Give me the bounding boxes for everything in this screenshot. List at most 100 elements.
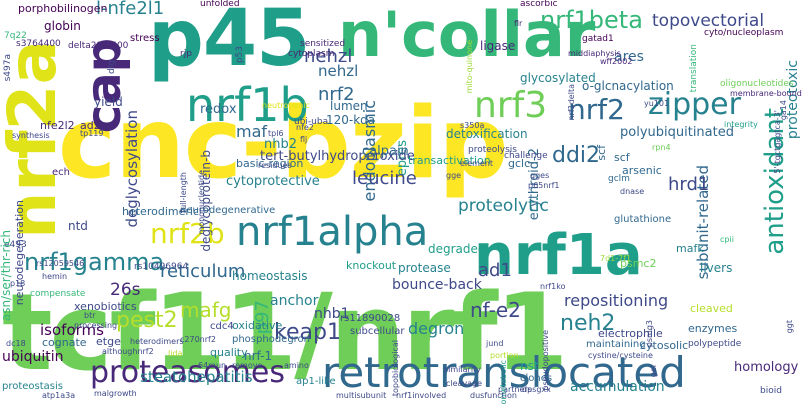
word-polyubiquitinated: polyubiquitinated <box>620 126 734 139</box>
word-flj: flj <box>300 136 307 144</box>
word-bioid: bioid <box>760 387 782 396</box>
word-etge: etge <box>96 336 121 347</box>
word-nrf1alpha: nrf1alpha <box>236 212 428 252</box>
word-neurodegeneration: neurodegeneration <box>14 200 25 305</box>
word-dlg: dlg <box>108 60 117 74</box>
word-neurodegenerative: neurodegenerative <box>180 206 275 216</box>
word-p45: p45 <box>148 0 309 78</box>
word-cyto-nucleoplasm: cyto/nucleoplasm <box>704 29 783 38</box>
word-o-glcnacylation: o-glcnacylation <box>582 80 674 92</box>
word-enzymes: enzymes <box>688 323 737 334</box>
word-rs10496964: rs10496964 <box>134 263 188 272</box>
word-p65nrf1: p65nrf1 <box>528 182 560 190</box>
word-nfe2l2: nfe2l2 <box>40 120 75 131</box>
word-cytoplasm: cytoplasm <box>288 50 335 59</box>
word-homeostasis: homeostasis <box>232 270 308 282</box>
word-yield: yield <box>94 96 123 108</box>
word-subcellular: subcellular <box>350 327 404 337</box>
word-tpl6: tpl6 <box>268 130 284 138</box>
word-nrf1involved: nrf1involved <box>396 392 446 400</box>
word-p18: p18 <box>10 280 25 288</box>
word-globin: globin <box>44 20 81 32</box>
word-degron: degron <box>408 321 464 337</box>
word-cleavage: cleavage <box>446 380 482 388</box>
word-polypeptide: polypeptide <box>688 340 741 349</box>
word-cdc4: cdc4 <box>210 322 234 332</box>
word-maf: maf <box>236 124 267 140</box>
word-althoughnrf2: althoughnrf2 <box>102 348 154 356</box>
word-dc18: dc18 <box>6 340 26 348</box>
word-translation: translation <box>690 44 699 92</box>
word-leucine: leucine <box>352 170 417 188</box>
word-arsenic: arsenic <box>622 165 662 176</box>
word-nrf1beta: nrf1beta <box>540 8 643 32</box>
word-unfolded: unfolded <box>200 0 240 9</box>
word-cpii: cpii <box>720 236 734 244</box>
word-proteolytic: proteolytic <box>458 198 549 215</box>
word-phosphodegron: phosphodegron <box>232 335 310 345</box>
word-calpain: calpain <box>362 145 409 158</box>
word-dpsgxx: dpsgxx <box>522 386 551 394</box>
word-s3764400: s3764400 <box>16 40 61 49</box>
word-wff2002: wff2002 <box>600 58 632 66</box>
word-element: element <box>460 160 493 168</box>
word-ggt: ggt <box>786 320 794 333</box>
word-similarity: similarity <box>444 366 481 374</box>
word-knockout: knockout <box>346 260 396 271</box>
word-scf: scf <box>614 152 630 163</box>
word-homology: homology <box>734 361 798 374</box>
word-7d1-7f1: 7d1-7f1 <box>600 255 631 263</box>
word-nrf2: nrf2 <box>568 96 625 124</box>
word-maintaining: maintaining <box>586 340 646 350</box>
word-gge: gge <box>446 172 461 180</box>
word-c270nrf2: c270nrf2 <box>180 336 216 344</box>
word-sensitized: sensitized <box>300 40 345 49</box>
word-nrf1ko: nrf1ko <box>540 283 566 291</box>
word-steatohepatitis: steatohepatitis <box>140 370 253 385</box>
word-mito-quinone: mito-quinone <box>466 40 474 93</box>
word-pseudopositive: pseudopositive <box>542 330 550 391</box>
word-remove: remove <box>232 362 262 370</box>
word-cognate: cognate <box>42 337 87 348</box>
word-hemin: hemin <box>42 273 67 281</box>
word-gel: gel <box>650 365 658 377</box>
word-yu101: yu101 <box>644 100 669 108</box>
word-ligase: ligase <box>480 40 515 52</box>
word-flr: flr <box>514 20 522 28</box>
word-cleaved: cleaved <box>690 303 733 314</box>
word-neutropenic: neutropenic <box>262 102 310 110</box>
word-dusfunction: dusfunction <box>470 392 517 400</box>
word-lida: lida <box>168 350 182 358</box>
word-quality: quality <box>210 347 248 358</box>
word-rs12059546: rs12059546 <box>36 260 84 268</box>
word-psmg3: psmg3 <box>646 320 654 347</box>
word-mononucleotide: mononucleotide <box>198 170 206 235</box>
word-portion: portion <box>490 352 519 360</box>
word-hrd1: hrd1 <box>668 176 709 194</box>
word-synthesis: synthesis <box>12 132 50 140</box>
word-mafk: mafk <box>676 243 704 254</box>
word-ascorbic: ascorbic <box>520 0 558 9</box>
word-detoxification: detoxification <box>446 128 528 140</box>
word-ech: ech <box>52 168 70 178</box>
word-bounce-back: bounce-back <box>392 278 482 292</box>
word-multisubunit: multisubunit <box>336 392 386 400</box>
word-processing: processing <box>74 322 117 330</box>
word-malgrowth: malgrowth <box>94 390 137 398</box>
word-scf-v: scf <box>596 145 607 161</box>
word-ddi2: ddi2 <box>552 145 600 167</box>
word-repositioning: repositioning <box>564 293 668 309</box>
word-nrf2b: nrf2b <box>150 220 225 248</box>
word-gatad1: gatad1 <box>582 35 614 44</box>
word-oxidative: oxidative <box>232 320 282 331</box>
word-rpn4: rpn4 <box>652 144 671 152</box>
word-amino: amino <box>284 362 309 370</box>
word-integrity: integrity <box>724 121 758 129</box>
word-mafg: mafg <box>180 300 231 320</box>
word-atp1a3a: atp1a3a <box>42 392 75 400</box>
word-accumulation: accumulation <box>570 380 665 394</box>
word-redox: redox <box>200 103 237 116</box>
word-120-kda: 120-kda <box>326 114 375 126</box>
word-s497a: s497a <box>4 54 13 81</box>
